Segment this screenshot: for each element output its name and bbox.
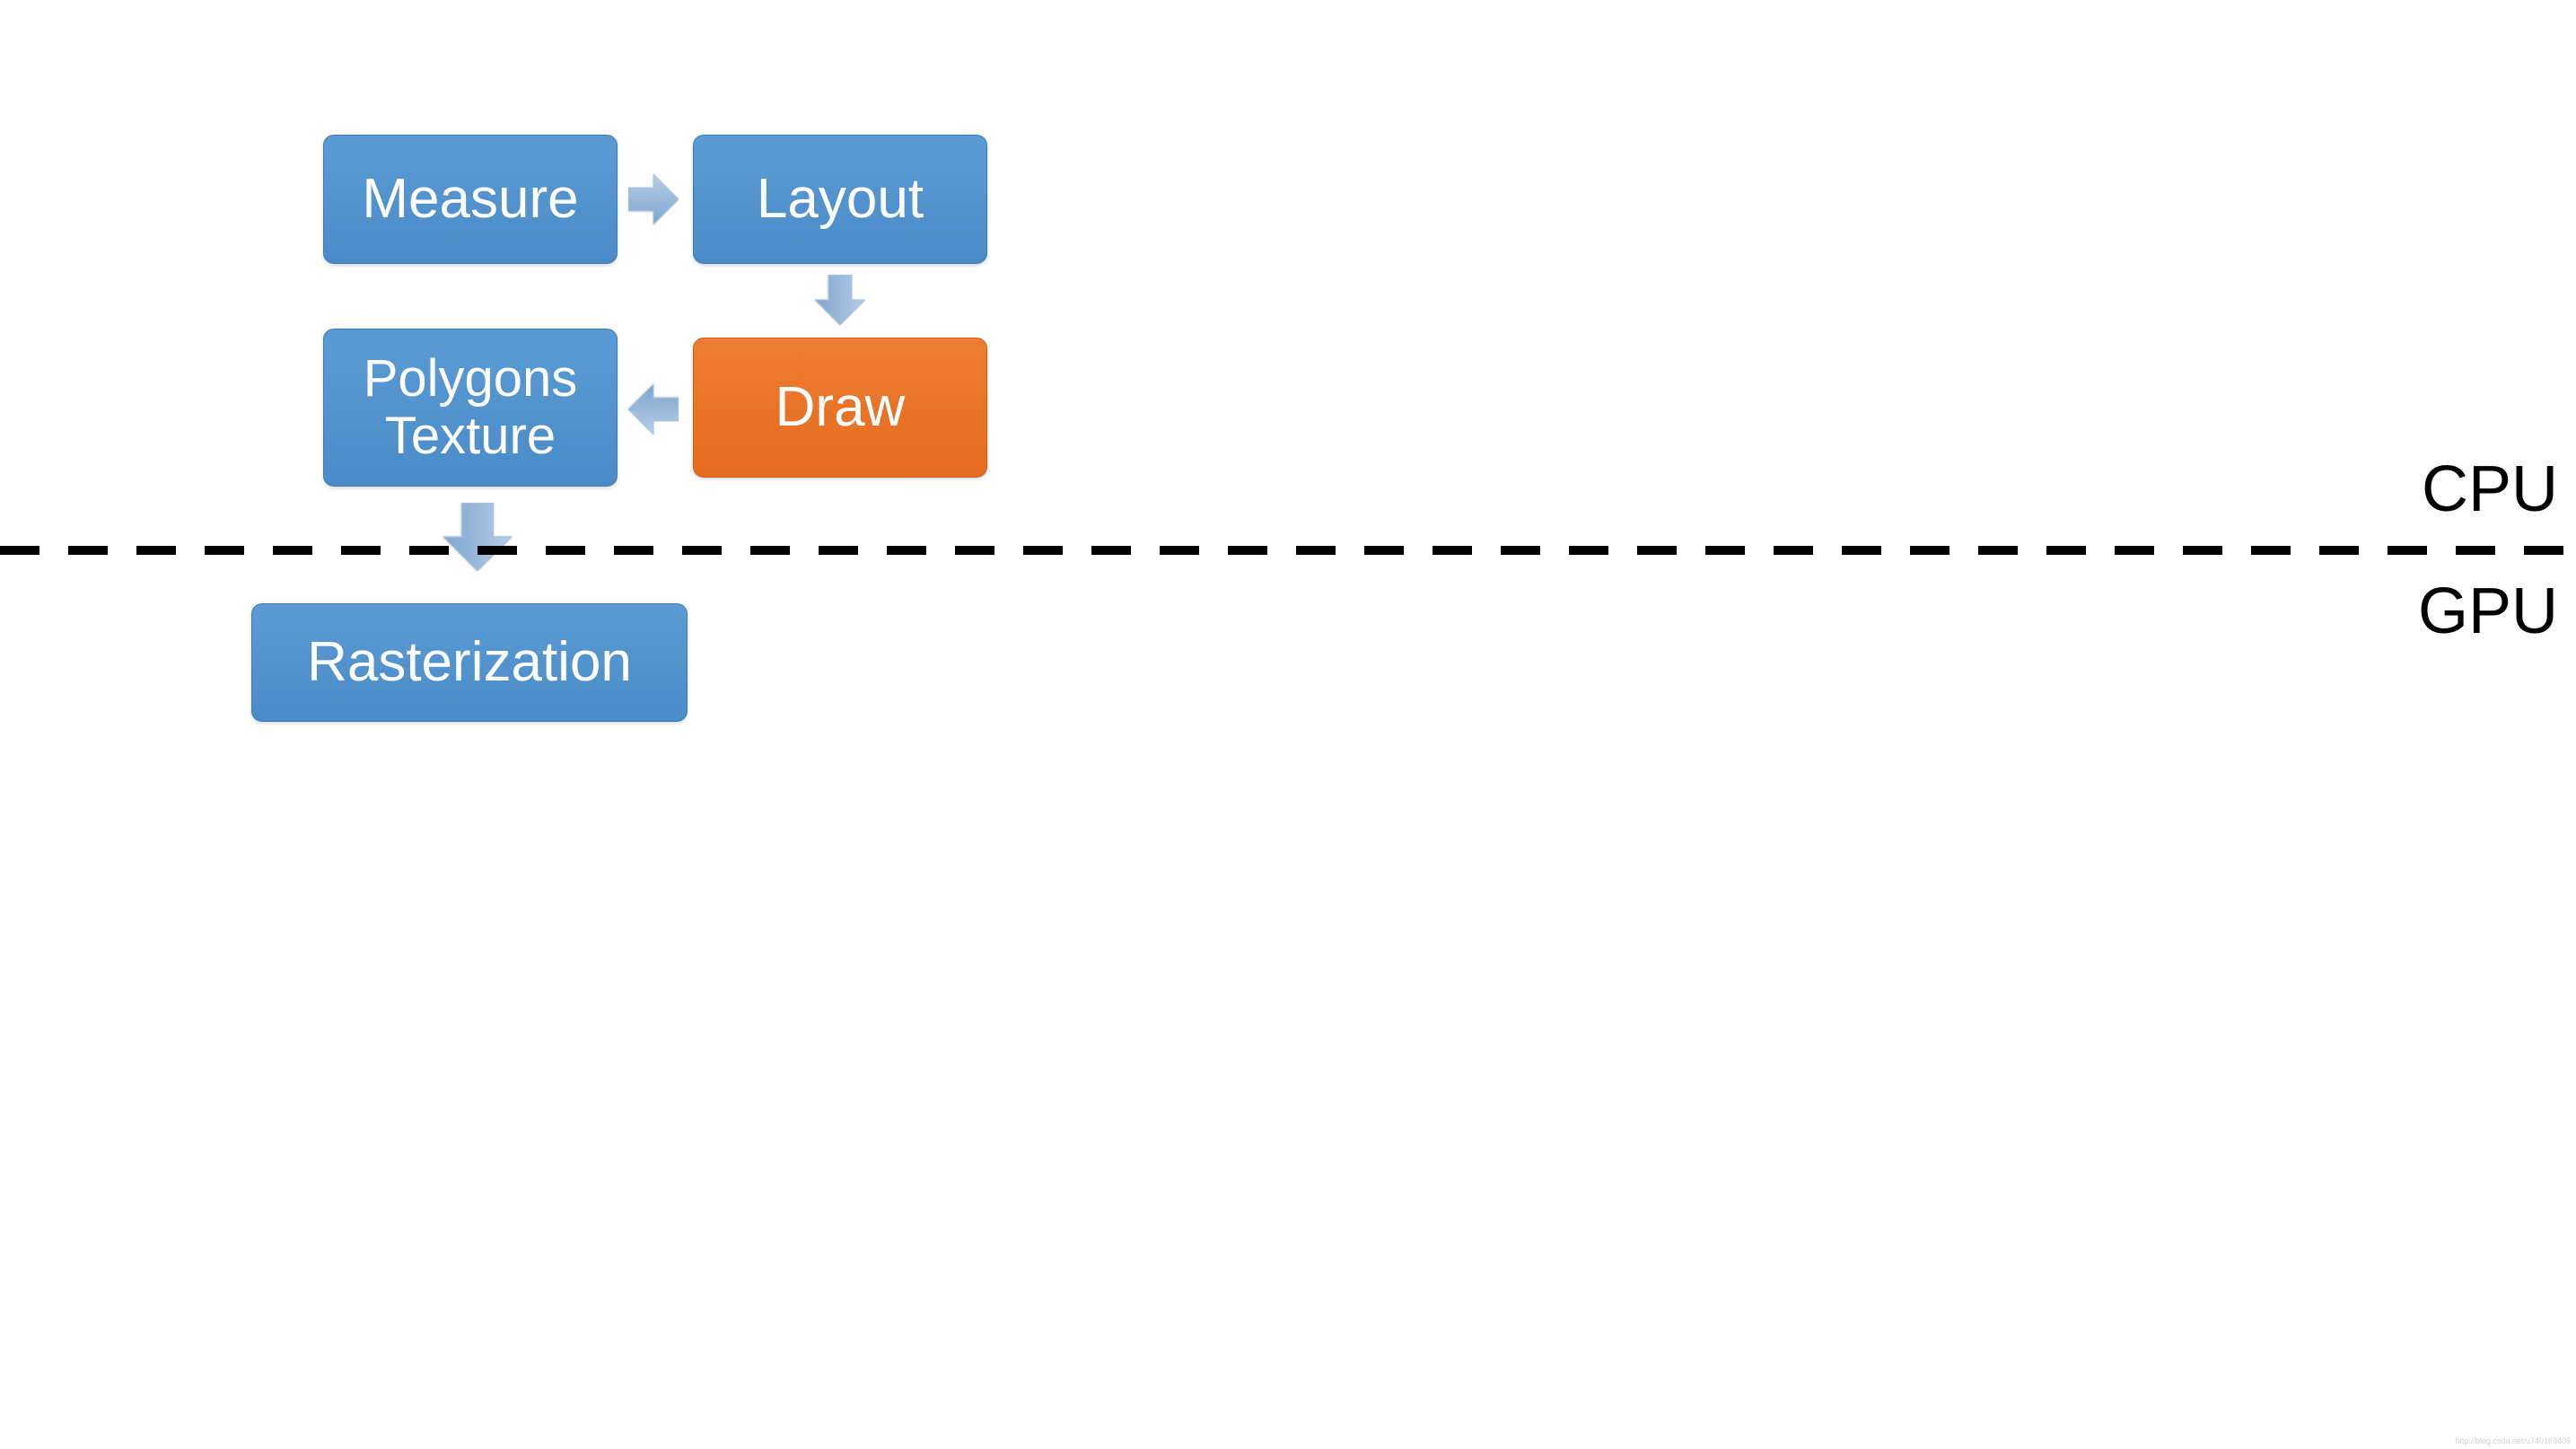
node-draw-label: Draw — [775, 377, 906, 438]
node-measure-label: Measure — [362, 169, 578, 230]
node-draw: Draw — [693, 338, 987, 478]
node-polygons-label: Polygons Texture — [364, 350, 578, 465]
arrow-layout-to-draw — [815, 275, 865, 325]
arrow-draw-to-polygons — [628, 384, 679, 435]
arrow-polygons-to-rasterization — [443, 503, 512, 571]
watermark: http://blog.csdn.net/u740169405 — [2455, 1436, 2571, 1445]
node-rasterization-label: Rasterization — [307, 632, 632, 693]
cpu-region-label: CPU — [2422, 452, 2558, 526]
arrow-measure-to-layout — [628, 174, 679, 224]
node-layout-label: Layout — [757, 169, 924, 230]
node-rasterization: Rasterization — [251, 603, 688, 722]
cpu-gpu-divider — [0, 546, 2576, 555]
node-measure: Measure — [323, 135, 618, 264]
node-polygons-texture: Polygons Texture — [323, 329, 618, 487]
gpu-region-label: GPU — [2418, 575, 2558, 648]
node-layout: Layout — [693, 135, 987, 264]
